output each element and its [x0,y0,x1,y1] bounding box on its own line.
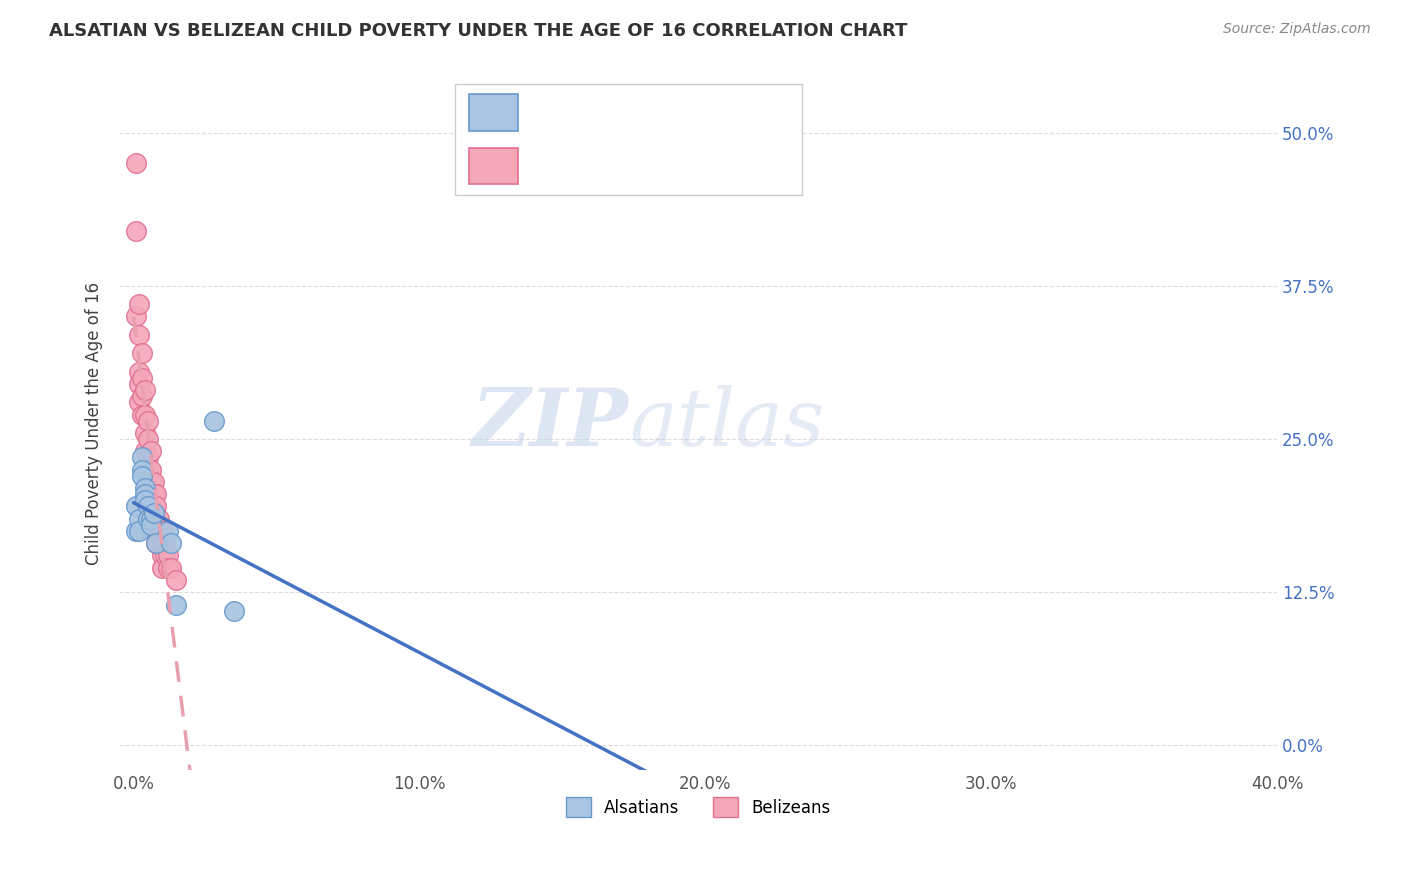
Point [156,549,179,563]
Point [139,512,162,526]
Point [145,512,167,526]
Point [142,475,165,489]
Point [128,524,150,538]
Point [166,573,188,587]
Point [128,376,150,391]
Point [166,598,188,612]
Point [131,463,153,477]
Point [145,487,167,501]
Point [128,395,150,409]
Point [134,493,156,508]
Point [125,524,148,538]
Point [125,224,148,238]
Point [125,500,148,514]
Point [139,517,162,532]
Point [136,487,159,501]
Point [156,560,179,574]
Point [131,408,153,422]
Text: atlas: atlas [628,385,824,462]
Point [142,487,165,501]
Y-axis label: Child Poverty Under the Age of 16: Child Poverty Under the Age of 16 [86,282,103,566]
Point [145,524,167,538]
Point [131,389,153,403]
Point [131,468,153,483]
Point [136,414,159,428]
Point [142,506,165,520]
Point [134,408,156,422]
Point [145,536,167,550]
Point [131,370,153,384]
Point [139,506,162,520]
Point [142,512,165,526]
Point [125,156,148,170]
Point [153,549,176,563]
Point [134,383,156,397]
Point [134,481,156,495]
Point [139,463,162,477]
Point [148,524,170,538]
Point [136,432,159,446]
Point [136,463,159,477]
Point [153,536,176,550]
Point [150,536,173,550]
Point [128,327,150,342]
Point [128,365,150,379]
Point [136,500,159,514]
Point [202,414,225,428]
Point [142,500,165,514]
Point [134,487,156,501]
Point [145,500,167,514]
Point [145,536,167,550]
Point [136,512,159,526]
Point [148,512,170,526]
Point [222,604,245,618]
Point [136,450,159,465]
Point [139,493,162,508]
Point [150,549,173,563]
Legend: Alsatians, Belizeans: Alsatians, Belizeans [560,790,837,824]
Text: Source: ZipAtlas.com: Source: ZipAtlas.com [1223,22,1371,37]
Point [134,444,156,458]
Point [150,524,173,538]
Point [131,450,153,465]
Point [156,524,179,538]
Point [136,475,159,489]
Point [159,536,181,550]
Point [125,310,148,324]
Point [131,346,153,360]
Text: ZIP: ZIP [472,385,628,462]
Point [139,444,162,458]
Text: ALSATIAN VS BELIZEAN CHILD POVERTY UNDER THE AGE OF 16 CORRELATION CHART: ALSATIAN VS BELIZEAN CHILD POVERTY UNDER… [49,22,908,40]
Point [128,512,150,526]
Point [159,560,181,574]
Point [150,560,173,574]
Point [128,297,150,311]
Point [134,425,156,440]
Point [139,475,162,489]
